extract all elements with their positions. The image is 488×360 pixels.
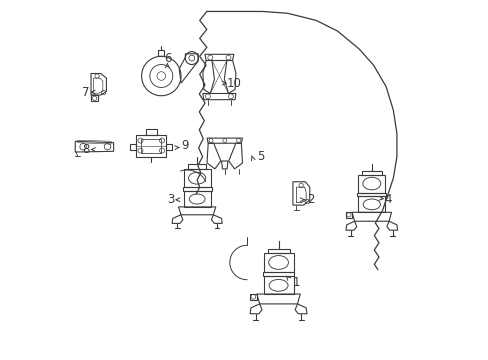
Text: 10: 10 bbox=[226, 77, 241, 90]
Text: 2: 2 bbox=[306, 193, 314, 206]
Text: 8: 8 bbox=[82, 143, 89, 156]
Text: 9: 9 bbox=[181, 139, 189, 152]
Text: 1: 1 bbox=[292, 276, 300, 289]
Text: 6: 6 bbox=[163, 51, 171, 64]
Text: 5: 5 bbox=[256, 150, 264, 163]
Text: 4: 4 bbox=[384, 193, 391, 206]
Text: 3: 3 bbox=[167, 193, 174, 206]
Text: 7: 7 bbox=[82, 86, 90, 99]
